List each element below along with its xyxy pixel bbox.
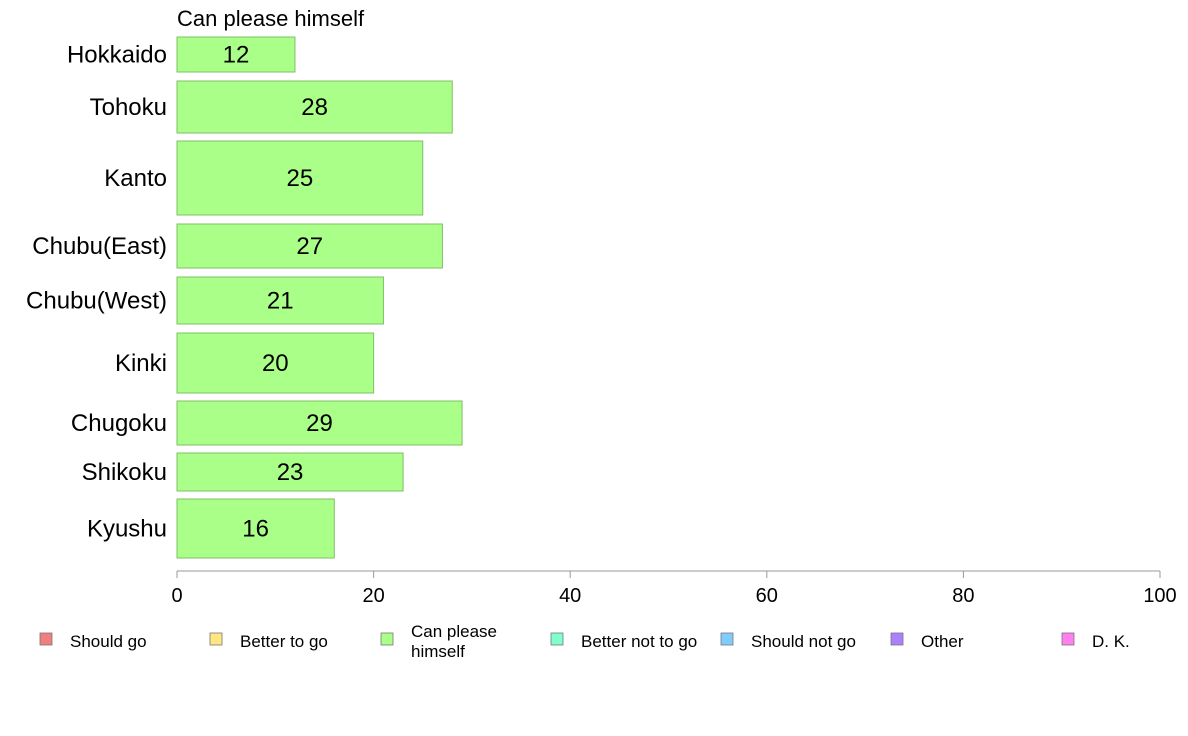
bar-value-label: 21	[267, 288, 294, 315]
y-tick-label: Kyushu	[87, 516, 167, 543]
bar-chugoku	[176, 400, 463, 446]
x-axis: 0 20 40 60 80 100	[171, 570, 1177, 607]
bar-value-label: 20	[262, 350, 289, 377]
y-tick-label: Chubu(East)	[32, 233, 167, 260]
y-tick-label: Chugoku	[71, 410, 167, 437]
bar-value-label: 27	[296, 233, 323, 260]
x-tick-label: 80	[952, 585, 974, 607]
legend-label: Better to go	[240, 632, 328, 651]
bar-tohoku	[176, 80, 453, 134]
legend-label: Other	[921, 632, 964, 651]
legend-label: Better not to go	[581, 632, 697, 651]
bar-value-label: 25	[287, 165, 314, 192]
chart-title: Can please himself	[177, 6, 365, 31]
legend-swatch	[39, 632, 53, 646]
legend-label: D. K.	[1092, 632, 1130, 651]
legend: Should go Better to go Can please himself Be…	[39, 622, 1130, 661]
bar-value-label: 23	[277, 459, 304, 486]
y-tick-label: Hokkaido	[67, 42, 167, 69]
bar-value-label: 28	[301, 94, 328, 121]
y-tick-label: Chubu(West)	[26, 288, 167, 315]
bar-value-label: 16	[242, 516, 269, 543]
bar-kanto	[176, 140, 424, 216]
bar-kinki	[176, 332, 375, 394]
bar-chubu-west	[176, 276, 384, 325]
bar-shikoku	[176, 452, 404, 492]
bar-value-label: 12	[223, 42, 250, 69]
x-tick-label: 20	[362, 585, 384, 607]
bar-hokkaido	[176, 36, 296, 73]
y-tick-label: Shikoku	[82, 459, 167, 486]
legend-label: Can please himself	[411, 622, 497, 661]
x-tick-label: 40	[559, 585, 581, 607]
y-tick-label: Kanto	[104, 165, 167, 192]
legend-swatch	[209, 632, 223, 646]
legend-swatch	[720, 632, 734, 646]
legend-swatch	[890, 632, 904, 646]
y-tick-label: Kinki	[115, 350, 167, 377]
legend-label: Should go	[70, 632, 147, 651]
legend-label: Should not go	[751, 632, 856, 651]
x-tick-label: 100	[1143, 585, 1176, 607]
y-tick-label: Tohoku	[90, 94, 167, 121]
x-tick-label: 60	[756, 585, 778, 607]
y-axis-labels: Hokkaido Tohoku Kanto Chubu(East) Chubu(West…	[26, 42, 167, 543]
bar-value-label: 29	[306, 410, 333, 437]
bar-chubu-east	[176, 223, 443, 269]
legend-swatch	[380, 632, 394, 646]
legend-swatch	[1061, 632, 1075, 646]
x-tick-label: 0	[171, 585, 182, 607]
legend-swatch	[550, 632, 564, 646]
bar-kyushu	[176, 498, 335, 559]
bars	[176, 36, 463, 559]
